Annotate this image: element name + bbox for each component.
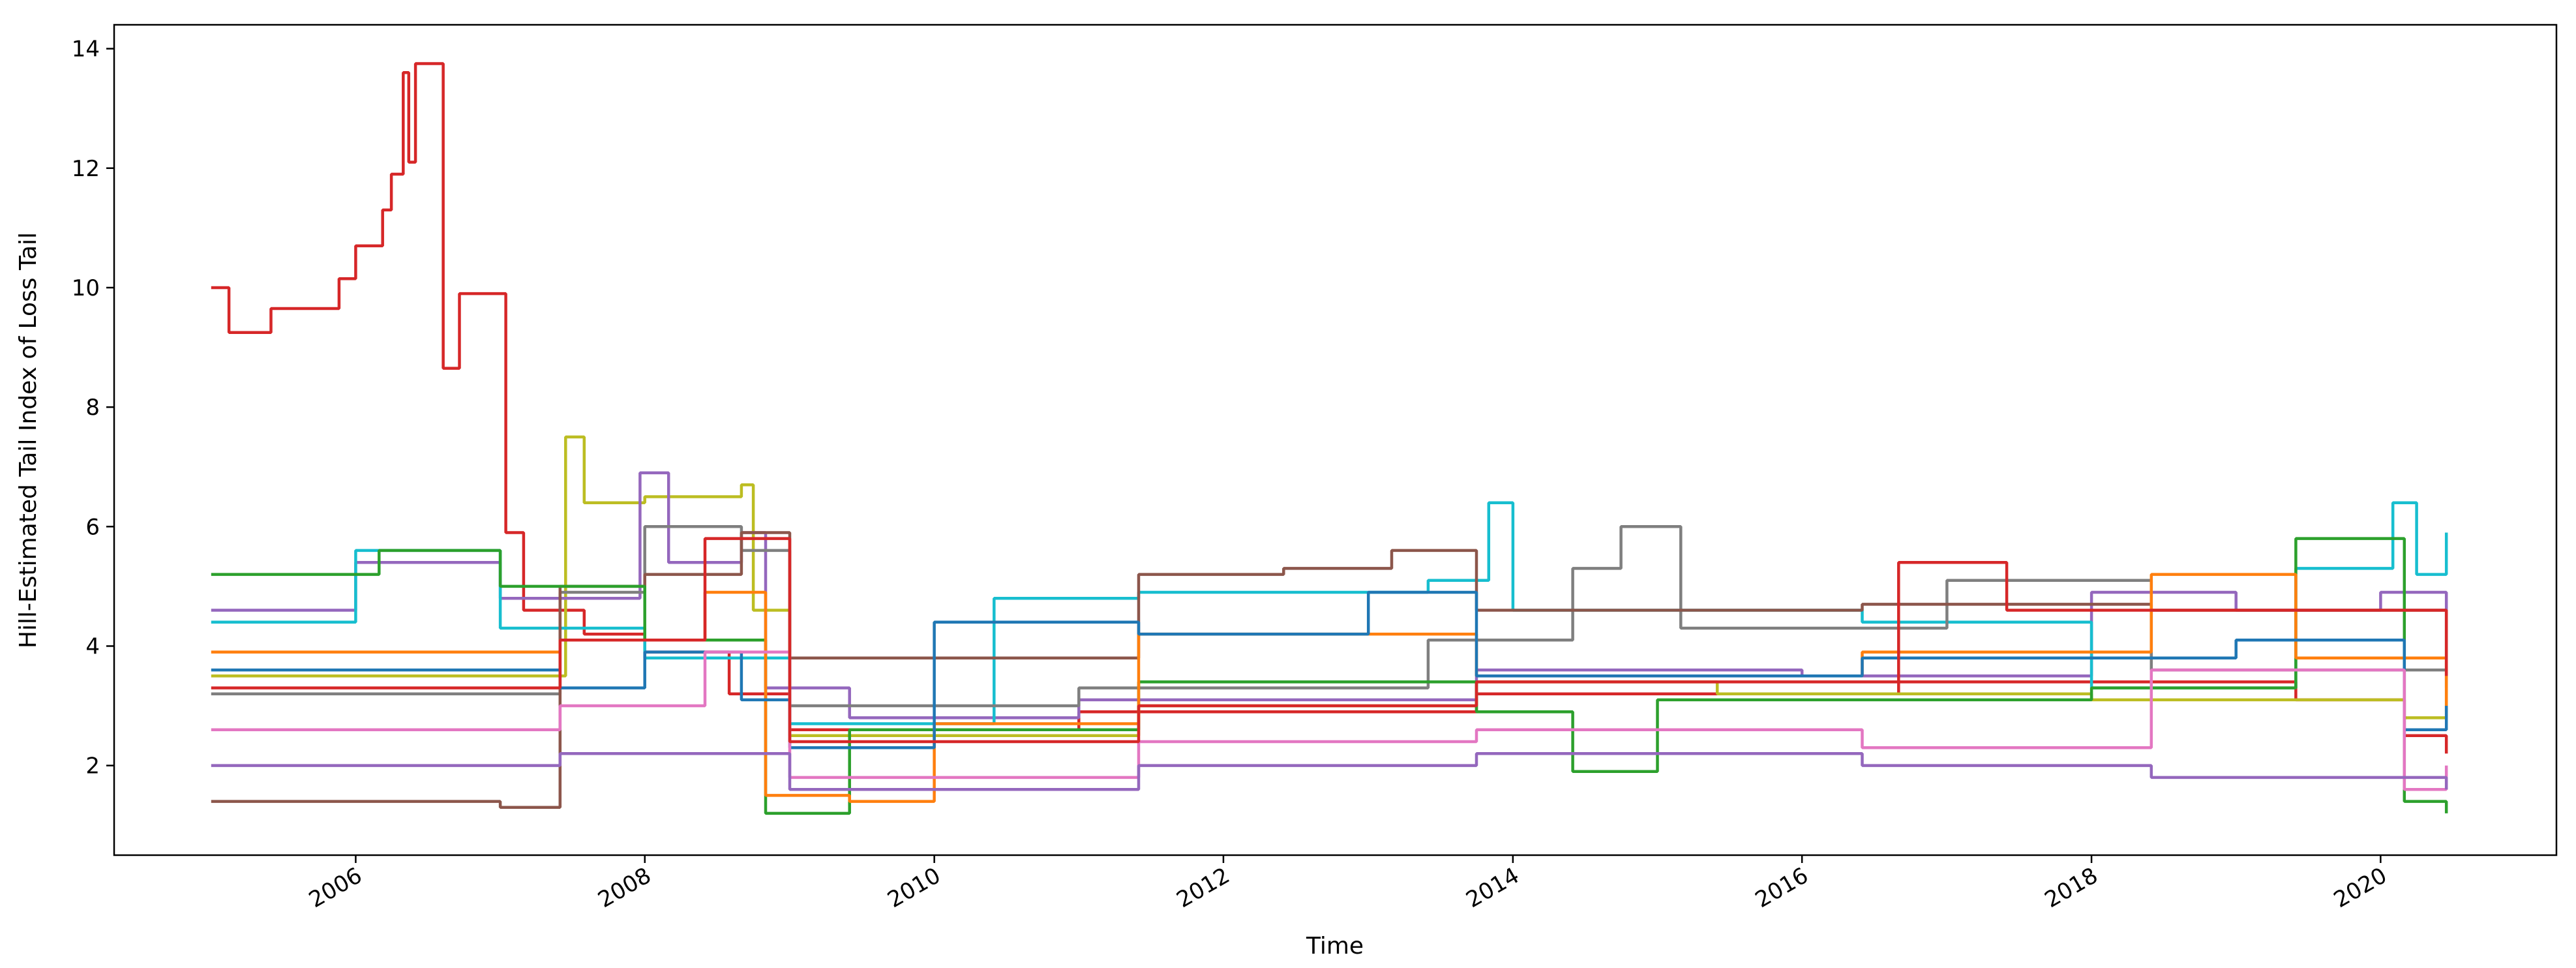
y-tick-label: 12 xyxy=(72,156,100,182)
series-line-12 xyxy=(211,752,2448,791)
series-line-10 xyxy=(211,650,2448,791)
y-tick-label: 4 xyxy=(85,633,100,659)
y-tick-label: 6 xyxy=(85,514,100,540)
series-line-3 xyxy=(211,471,2448,719)
y-axis-label: Hill-Estimated Tail Index of Loss Tail xyxy=(15,232,42,648)
y-axis-ticks: 2 4 6 8 10 12 14 xyxy=(72,37,114,779)
y-tick-label: 8 xyxy=(85,395,100,421)
series-line-1 xyxy=(211,62,2448,754)
series-line-5 xyxy=(211,525,2448,708)
y-tick-label: 10 xyxy=(72,275,100,301)
y-tick-label: 14 xyxy=(72,37,100,63)
series-group xyxy=(211,62,2448,815)
series-line-9 xyxy=(211,590,2448,749)
plot-frame xyxy=(113,23,2558,856)
x-axis-label: Time xyxy=(1306,933,1364,960)
y-tick-label: 2 xyxy=(85,753,100,779)
series-line-11 xyxy=(211,537,2448,744)
